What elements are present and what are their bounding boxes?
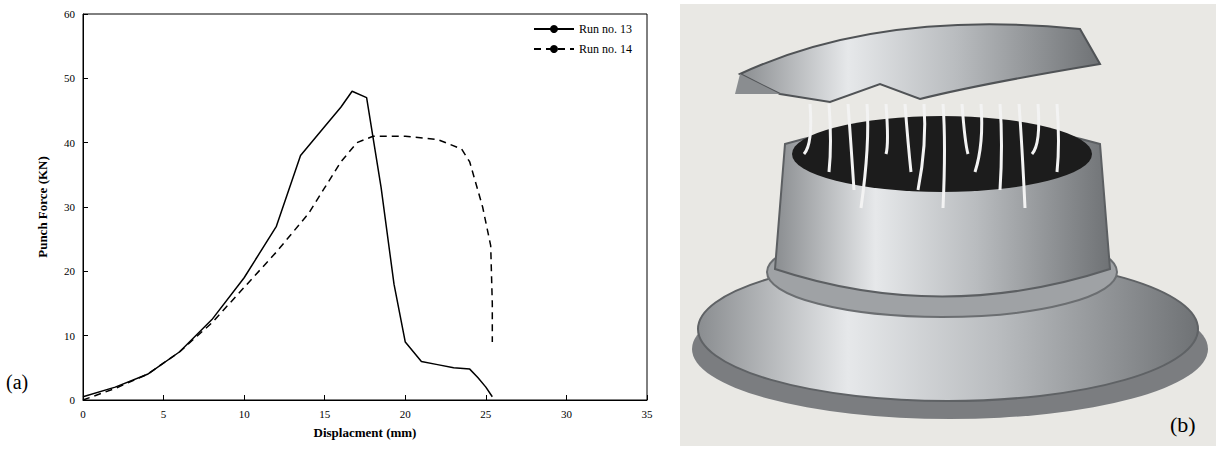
svg-text:(b): (b) [1170,412,1196,437]
svg-text:60: 60 [64,8,76,20]
svg-text:Run no. 14: Run no. 14 [579,42,632,56]
svg-text:20: 20 [64,265,76,277]
svg-text:20: 20 [400,408,412,420]
svg-text:15: 15 [319,408,331,420]
svg-text:40: 40 [64,137,76,149]
svg-text:50: 50 [64,72,76,84]
svg-text:Run no. 13: Run no. 13 [579,22,632,36]
svg-text:Punch Force (KN): Punch Force (KN) [35,156,50,258]
svg-text:0: 0 [70,394,76,406]
svg-text:Displacment (mm): Displacment (mm) [314,425,417,440]
svg-text:35: 35 [642,408,654,420]
svg-text:10: 10 [64,330,76,342]
svg-text:(a): (a) [6,371,28,394]
svg-text:30: 30 [64,201,76,213]
svg-text:30: 30 [561,408,573,420]
svg-text:0: 0 [80,408,86,420]
svg-text:25: 25 [480,408,492,420]
svg-text:10: 10 [239,408,251,420]
svg-text:5: 5 [161,408,167,420]
